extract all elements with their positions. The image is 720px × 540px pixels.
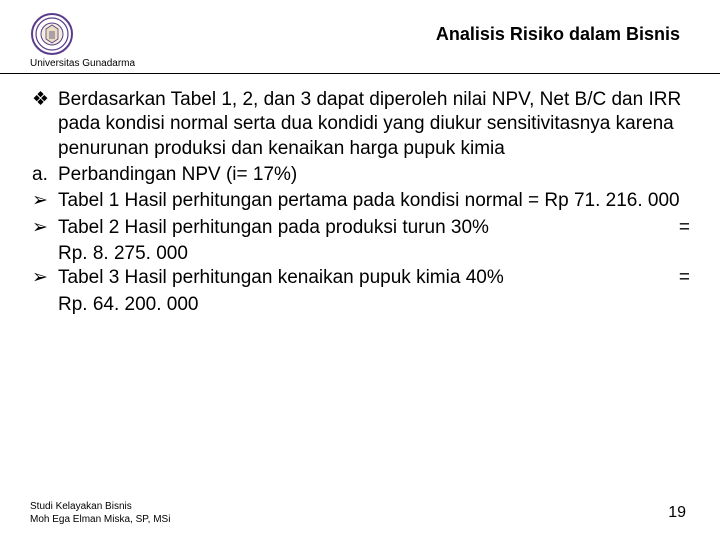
header-divider	[0, 73, 720, 74]
university-name: Universitas Gunadarma	[0, 58, 720, 73]
paragraph-5-line: Tabel 3 Hasil perhitungan kenaikan pupuk…	[58, 266, 672, 290]
bullet-item: ➢ Tabel 2 Hasil perhitungan pada produks…	[30, 216, 690, 240]
slide-content: ❖ Berdasarkan Tabel 1, 2, dan 3 dapat di…	[0, 84, 720, 317]
paragraph-4-continuation: Rp. 8. 275. 000	[30, 242, 690, 266]
paragraph-3: Tabel 1 Hasil perhitungan pertama pada k…	[58, 189, 690, 213]
triangle-bullet-icon: ➢	[30, 189, 58, 213]
footer-line-2: Moh Ega Elman Miska, SP, MSi	[30, 514, 170, 527]
bullet-item: ❖ Berdasarkan Tabel 1, 2, dan 3 dapat di…	[30, 88, 690, 161]
bullet-item: ➢ Tabel 3 Hasil perhitungan kenaikan pup…	[30, 266, 690, 290]
equals-sign: =	[672, 216, 690, 240]
paragraph-1: Berdasarkan Tabel 1, 2, dan 3 dapat dipe…	[58, 88, 690, 161]
university-logo-icon	[30, 12, 74, 56]
equals-sign: =	[672, 266, 690, 290]
label-a: a.	[30, 163, 58, 187]
diamond-bullet-icon: ❖	[30, 88, 58, 161]
paragraph-2: Perbandingan NPV (i= 17%)	[58, 163, 690, 187]
list-item-a: a. Perbandingan NPV (i= 17%)	[30, 163, 690, 187]
paragraph-4-line: Tabel 2 Hasil perhitungan pada produksi …	[58, 216, 672, 240]
triangle-bullet-icon: ➢	[30, 266, 58, 290]
footer-credits: Studi Kelayakan Bisnis Moh Ega Elman Mis…	[30, 501, 170, 526]
paragraph-5-continuation: Rp. 64. 200. 000	[30, 293, 690, 317]
page-number: 19	[668, 504, 686, 522]
triangle-bullet-icon: ➢	[30, 216, 58, 240]
bullet-item: ➢ Tabel 1 Hasil perhitungan pertama pada…	[30, 189, 690, 213]
footer-line-1: Studi Kelayakan Bisnis	[30, 501, 170, 514]
header: Analisis Risiko dalam Bisnis	[0, 0, 720, 58]
page-title: Analisis Risiko dalam Bisnis	[74, 24, 690, 45]
